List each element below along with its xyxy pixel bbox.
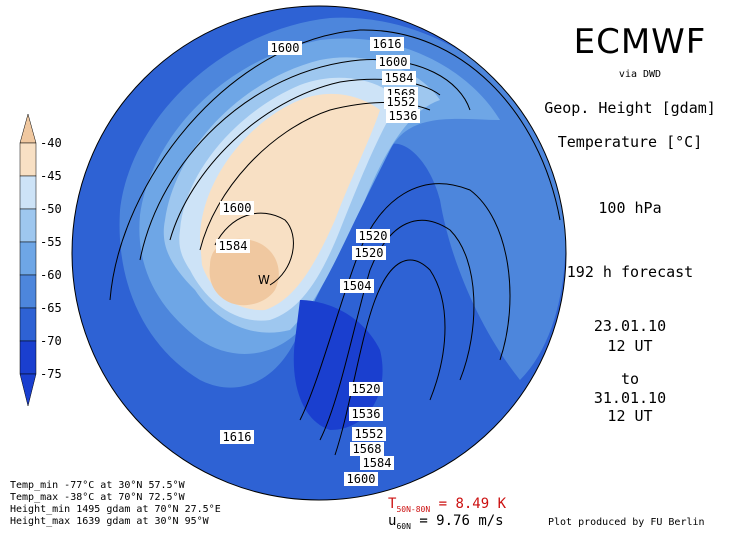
- height-contours: [109, 29, 561, 456]
- colorbar-tick: -40: [40, 136, 62, 150]
- contour-label-box: [220, 430, 254, 444]
- contour-label: 1568: [353, 442, 382, 456]
- wind-speed: u60N = 9.76 m/s: [388, 513, 504, 531]
- forecast-label: 192 h forecast: [566, 263, 694, 281]
- contour-label: 1600: [347, 472, 376, 486]
- colorbar-tick: -50: [40, 202, 62, 216]
- colorbar-tick: -45: [40, 169, 62, 183]
- contour-label-box: [360, 456, 394, 470]
- stat-line: Height_min 1495 gdam at 70°N 27.5°E: [10, 504, 221, 515]
- contour-label-box: [382, 71, 416, 85]
- contour-label: 1520: [355, 246, 384, 260]
- credit-label: Plot produced by FU Berlin: [548, 517, 705, 528]
- contour-label-box: [216, 239, 250, 253]
- colorbar: -40 -45 -50 -55 -60 -65 -70 -75: [19, 113, 62, 407]
- contour-label: 1584: [219, 239, 248, 253]
- contour-label-box: [268, 41, 302, 55]
- contour-label: 1504: [343, 279, 372, 293]
- stat-line: Temp_max -38°C at 70°N 72.5°W: [10, 492, 185, 503]
- to-label: to: [620, 370, 640, 388]
- map-fields: W: [72, 6, 566, 500]
- cold-core: [293, 300, 383, 430]
- contour-label: 1552: [387, 95, 416, 109]
- field2-label: Temperature [°C]: [557, 133, 703, 151]
- contour-label-box: [350, 442, 384, 456]
- temp-diff: T50N-80N = 8.49 K: [388, 496, 506, 514]
- contour-label: 1584: [385, 71, 414, 85]
- contour-label-box: [344, 472, 378, 486]
- contour-label: 1536: [352, 407, 381, 421]
- source-label: via DWD: [618, 69, 662, 80]
- contour-label-box: [352, 427, 386, 441]
- contour-label: 1552: [355, 427, 384, 441]
- contour-label-box: [349, 407, 383, 421]
- contour-label-box: [349, 382, 383, 396]
- temp-diff-value: = 8.49 K: [430, 496, 507, 512]
- init-time: 12 UT: [607, 337, 653, 355]
- map-border: [71, 5, 567, 501]
- colorbar-tick: -75: [40, 367, 62, 381]
- temp-diff-symbol: T: [388, 496, 397, 512]
- contour-label-box: [352, 246, 386, 260]
- contour-label: 1520: [359, 229, 388, 243]
- stat-line: Height_max 1639 gdam at 30°N 95°W: [10, 516, 209, 527]
- contour-label-box: [356, 229, 390, 243]
- contour-label: 1584: [363, 456, 392, 470]
- contour-label: 1520: [352, 382, 381, 396]
- colorbar-tick: -55: [40, 235, 62, 249]
- contour-label-box: [340, 279, 374, 293]
- contour-label: 1600: [271, 41, 300, 55]
- contour-label: 1616: [373, 37, 402, 51]
- contour-labels: 1600 161616001584156815521536160015841520…: [216, 37, 420, 486]
- colorbar-tick: -65: [40, 301, 62, 315]
- contour-label: 1600: [379, 55, 408, 69]
- valid-time: 12 UT: [607, 407, 653, 425]
- contour-label-box: [220, 201, 254, 215]
- temp-diff-range: 50N-80N: [396, 504, 431, 514]
- colorbar-tick: -70: [40, 334, 62, 348]
- contour-label: 1536: [389, 109, 418, 123]
- contour-label: 1616: [223, 430, 252, 444]
- contour-label: 1600: [223, 201, 252, 215]
- page-title: ECMWF: [573, 22, 707, 62]
- contour-label-box: [384, 95, 418, 109]
- wind-speed-lat: 60N: [396, 521, 411, 531]
- contour-label-box: [386, 109, 420, 123]
- init-date: 23.01.10: [593, 317, 667, 335]
- wind-speed-value: = 9.76 m/s: [410, 513, 504, 529]
- level-label: 100 hPa: [598, 199, 662, 217]
- contour-label-box: [376, 55, 410, 69]
- stat-line: Temp_min -77°C at 30°N 57.5°W: [10, 480, 185, 491]
- band-minus40: [209, 238, 279, 306]
- colorbar-tick: -60: [40, 268, 62, 282]
- contour-label-box: [370, 37, 404, 51]
- warm-marker: W: [258, 273, 270, 287]
- valid-date: 31.01.10: [593, 389, 667, 407]
- wind-speed-symbol: u: [388, 513, 397, 529]
- field1-label: Geop. Height [gdam]: [544, 99, 716, 117]
